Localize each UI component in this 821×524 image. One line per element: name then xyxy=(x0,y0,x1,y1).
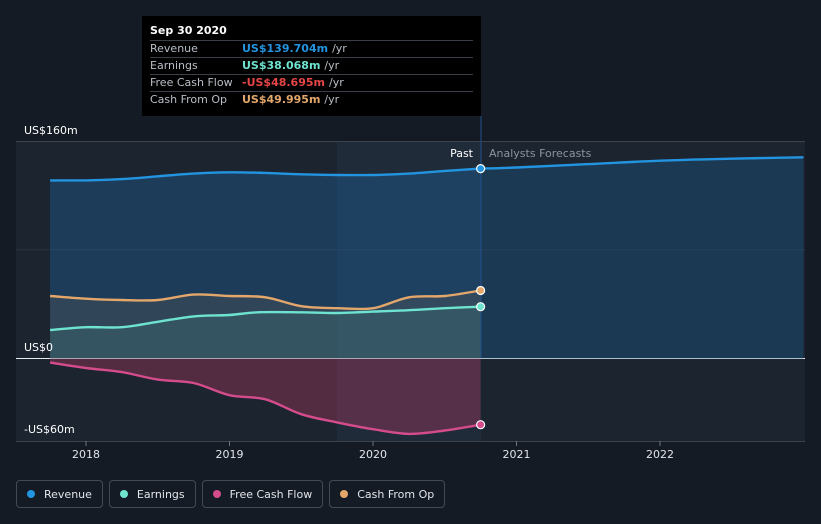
data-tooltip: Sep 30 2020 Revenue US$139.704m /yr Earn… xyxy=(142,16,481,116)
area-earnings xyxy=(50,306,481,359)
x-axis-ticks: 2018 2019 2020 2021 2022 xyxy=(72,441,674,461)
legend-dot-icon xyxy=(119,490,128,498)
tooltip-label: Free Cash Flow xyxy=(150,76,233,89)
tooltip-unit: /yr xyxy=(324,59,340,72)
chart-legend: Revenue Earnings Free Cash Flow Cash Fro… xyxy=(16,480,446,508)
line-free-cash-flow xyxy=(49,361,481,436)
chart-canvas: 2018 2019 2020 2021 2022 US$160mUS$0-US$60m … xyxy=(16,116,805,461)
legend-label: Revenue xyxy=(44,487,92,501)
legend-dot-icon xyxy=(212,490,221,498)
marker-revenue xyxy=(476,163,486,174)
highlight-band xyxy=(337,141,481,441)
forecast-label: Analysts Forecasts xyxy=(489,147,592,160)
legend-label: Earnings xyxy=(136,487,185,501)
x-tick-label: 2021 xyxy=(503,448,531,461)
series-markers xyxy=(476,163,486,430)
line-revenue xyxy=(50,167,481,182)
tooltip-value: US$49.995m xyxy=(242,93,321,106)
marker-cash-from-op xyxy=(476,285,486,296)
x-tick-label: 2018 xyxy=(72,448,100,461)
legend-item-free-cash-flow[interactable]: Free Cash Flow xyxy=(201,480,324,508)
area-revenue-forecast xyxy=(480,157,804,359)
legend-dot-icon xyxy=(27,490,35,498)
tooltip-label: Cash From Op xyxy=(150,93,228,106)
area-free-cash-flow xyxy=(50,358,481,434)
tooltip-row-free-cash-flow: Free Cash Flow -US$48.695m /yr xyxy=(150,74,473,91)
y-axis-label: US$0 xyxy=(24,341,53,354)
tooltip-unit: /yr xyxy=(332,42,347,55)
series-lines xyxy=(49,156,804,436)
tooltip-unit: /yr xyxy=(328,76,344,89)
tooltip-row-earnings: Earnings US$38.068m /yr xyxy=(150,57,473,74)
tooltip-value: US$139.704m xyxy=(242,42,329,55)
series-areas xyxy=(50,157,804,434)
tooltip-row-cash-from-op: Cash From Op US$49.995m /yr xyxy=(150,91,473,108)
legend-item-revenue[interactable]: Revenue xyxy=(16,480,103,508)
marker-earnings xyxy=(476,302,486,312)
legend-label: Cash From Op xyxy=(357,487,435,501)
legend-item-earnings[interactable]: Earnings xyxy=(108,480,196,508)
past-label: Past xyxy=(450,147,474,160)
legend-item-cash-from-op[interactable]: Cash From Op xyxy=(329,480,446,508)
y-axis-labels: US$160m US$0 -US$60m xyxy=(24,124,78,436)
tooltip-row-revenue: Revenue US$139.704m /yr xyxy=(150,40,473,57)
area-cash-from-op xyxy=(50,290,481,359)
tooltip-label: Earnings xyxy=(150,59,198,72)
x-tick-label: 2020 xyxy=(359,448,387,461)
tooltip-date: Sep 30 2020 xyxy=(150,24,227,37)
line-earnings xyxy=(50,305,481,332)
x-tick-label: 2019 xyxy=(216,448,244,461)
x-tick-label: 2022 xyxy=(646,448,674,461)
line-cash-from-op xyxy=(50,289,481,311)
y-axis-label: US$160m xyxy=(24,124,78,137)
line-revenue-forecast xyxy=(480,156,804,170)
legend-label: Free Cash Flow xyxy=(229,487,313,501)
tooltip-label: Revenue xyxy=(150,42,198,55)
tooltip-value: US$38.068m xyxy=(242,59,321,72)
tooltip-value: -US$48.695m xyxy=(242,76,325,89)
y-axis-label: -US$60m xyxy=(24,423,75,436)
legend-dot-icon xyxy=(340,490,349,498)
tooltip-unit: /yr xyxy=(324,93,340,106)
marker-free-cash-flow xyxy=(476,420,486,430)
